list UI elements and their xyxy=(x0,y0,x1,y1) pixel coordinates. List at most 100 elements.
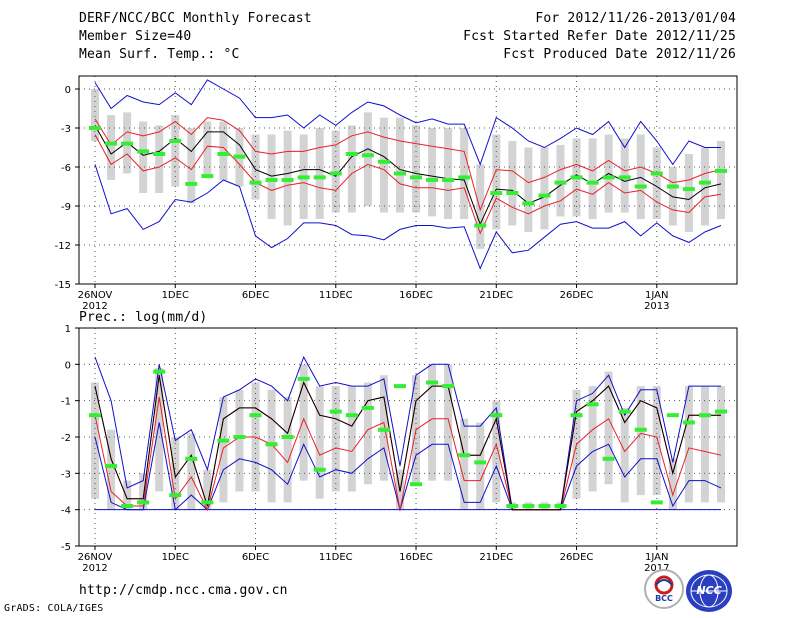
ensemble-range-box xyxy=(155,125,164,193)
bcc-logo: BCC xyxy=(644,569,684,609)
ensemble-range-box xyxy=(428,364,437,481)
ensemble-range-box xyxy=(395,117,404,213)
ensemble-range-box xyxy=(668,458,677,510)
observed-mark xyxy=(201,174,214,179)
x-tick-label: 16DEC xyxy=(399,552,433,563)
ensemble-range-box xyxy=(139,121,148,193)
y-tick-label: -2 xyxy=(61,433,71,444)
ensemble-range-box xyxy=(717,141,725,219)
observed-mark xyxy=(265,178,278,182)
ensemble-range-box xyxy=(460,418,469,510)
observed-mark xyxy=(506,191,519,195)
observed-mark xyxy=(393,171,406,176)
x-tick-year-label: 2012 xyxy=(82,301,107,312)
observed-mark xyxy=(410,175,423,180)
x-tick-label: 26NOV xyxy=(78,290,113,301)
observed-mark xyxy=(153,152,166,156)
observed-mark xyxy=(249,413,262,418)
observed-mark xyxy=(233,435,246,439)
ensemble-min-line xyxy=(94,422,722,512)
observed-mark xyxy=(618,409,631,414)
observed-mark xyxy=(442,384,455,389)
ensemble-range-box xyxy=(652,386,661,496)
x-tick-label: 1DEC xyxy=(162,552,189,563)
ensemble-range-box xyxy=(299,364,308,481)
ensemble-range-box xyxy=(476,164,485,249)
observed-mark xyxy=(506,504,519,509)
observed-mark xyxy=(715,168,727,173)
observed-mark xyxy=(474,460,487,465)
observed-mark xyxy=(570,175,583,180)
x-tick-year-label: 2017 xyxy=(644,563,669,574)
ensemble-range-box xyxy=(412,125,421,213)
observed-mark xyxy=(89,413,101,418)
observed-mark xyxy=(442,178,455,182)
x-tick-label: 11DEC xyxy=(319,290,353,301)
lower-quartile-line xyxy=(94,396,722,512)
observed-mark xyxy=(233,154,246,159)
ensemble-range-box xyxy=(187,128,196,204)
ensemble-range-box xyxy=(363,112,372,206)
x-tick-label: 26DEC xyxy=(560,290,594,301)
x-tick-label: 1DEC xyxy=(162,290,189,301)
forecast-produced-date: Fcst Produced Date 2012/11/26 xyxy=(503,47,736,62)
ensemble-range-box xyxy=(171,115,180,187)
observed-mark xyxy=(634,184,647,189)
observed-mark xyxy=(570,413,583,418)
observed-mark xyxy=(666,413,679,418)
ensemble-range-box xyxy=(700,147,709,226)
x-tick-year-label: 2012 xyxy=(82,563,107,574)
observed-mark xyxy=(458,175,471,180)
observed-mark xyxy=(201,500,214,505)
forecast-period: For 2012/11/26-2013/01/04 xyxy=(535,11,736,26)
observed-mark xyxy=(618,175,631,180)
observed-mark xyxy=(715,409,727,414)
forecast-start-date: Fcst Started Refer Date 2012/11/25 xyxy=(463,29,736,44)
ensemble-range-box xyxy=(347,125,356,213)
observed-mark xyxy=(666,184,679,189)
x-tick-label: 21DEC xyxy=(479,552,513,563)
bcc-logo-text: BCC xyxy=(655,594,673,603)
observed-mark xyxy=(426,380,439,385)
plot-frame xyxy=(78,75,738,285)
ensemble-range-box xyxy=(283,397,292,503)
observed-mark xyxy=(538,193,551,198)
y-tick-label: 0 xyxy=(65,360,71,371)
bcc-emblem-icon xyxy=(654,575,674,595)
y-tick-label: -9 xyxy=(61,202,71,213)
observed-mark xyxy=(538,504,551,509)
source-url[interactable]: http://cmdp.ncc.cma.gov.cn xyxy=(79,583,288,598)
observed-mark xyxy=(185,456,198,461)
observed-mark xyxy=(698,180,711,185)
observed-mark xyxy=(297,175,310,180)
observed-mark xyxy=(153,369,166,374)
observed-mark xyxy=(586,180,599,185)
grads-credit: GrADS: COLA/IGES xyxy=(4,603,104,614)
x-tick-label: 11DEC xyxy=(319,552,353,563)
ensemble-range-box xyxy=(315,386,324,499)
observed-mark xyxy=(345,413,358,418)
x-tick-label: 6DEC xyxy=(242,552,269,563)
x-tick-label: 26DEC xyxy=(560,552,594,563)
observed-mark xyxy=(490,413,503,418)
observed-mark xyxy=(169,493,182,498)
observed-mark xyxy=(410,482,423,487)
x-tick-label: 1JAN xyxy=(645,552,668,563)
observed-mark xyxy=(474,223,487,228)
observed-mark xyxy=(554,180,567,185)
observed-mark xyxy=(490,191,503,195)
observed-mark xyxy=(522,504,535,509)
observed-mark xyxy=(137,500,150,505)
ensemble-range-box xyxy=(347,386,356,492)
observed-mark xyxy=(554,504,567,509)
observed-mark xyxy=(121,504,134,509)
ensemble-range-box xyxy=(684,154,693,232)
lower-quartile-line xyxy=(94,134,722,235)
ensemble-mean-line xyxy=(94,125,722,226)
y-tick-label: -12 xyxy=(55,241,71,252)
observed-mark xyxy=(105,464,118,469)
upper-quartile-line xyxy=(94,117,722,212)
observed-mark xyxy=(89,126,101,130)
